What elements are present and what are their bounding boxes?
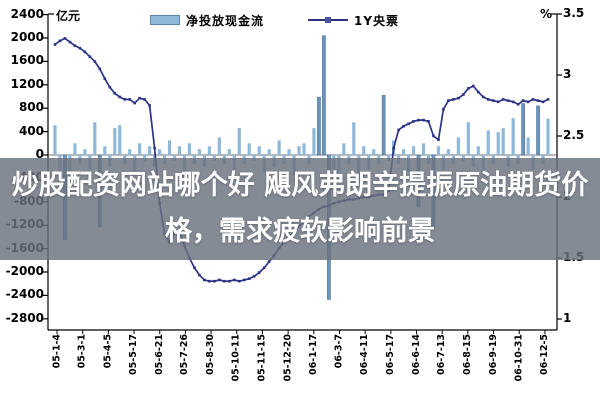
y-axis-tick-label-left: 1600 (10, 53, 44, 68)
overlay-text-line-2: 格，需求疲软影响前景 (165, 216, 435, 247)
y-axis-tick-label-right: 3 (563, 67, 572, 81)
x-axis-label: 06-10-31 (513, 334, 525, 382)
y-axis-tick-label-right: 3.5 (563, 6, 585, 20)
x-axis-label: 06-4-11 (359, 334, 371, 375)
x-axis-label: 05-10-11 (230, 334, 242, 382)
line-series-swatch-icon (308, 17, 348, 23)
y-axis-tick-label-right: 1 (563, 311, 572, 325)
x-axis-label: 06-6-14 (410, 334, 422, 375)
x-axis-label: 05-6-21 (153, 334, 165, 375)
y-axis-tick-label-left: -2800 (5, 310, 44, 325)
x-axis-label: 05-4-5 (102, 334, 114, 369)
left-axis-unit: 亿元 (56, 9, 81, 23)
y-axis-tick-label-left: 2000 (10, 30, 44, 44)
legend-line-label: 1Y央票 (354, 13, 400, 28)
legend-item-bars: 净投放现金流 (150, 12, 264, 28)
y-axis-tick-label-left: -2000 (5, 264, 44, 278)
y-axis-tick-label-left: 800 (18, 100, 44, 115)
x-axis-label: 05-1-4 (51, 334, 62, 369)
y-axis-tick-label-left: 0 (35, 147, 44, 161)
x-axis-label: 05-11-15 (256, 334, 268, 382)
x-axis-label: 06-1-17 (307, 334, 319, 375)
x-axis-label: 06-3-7 (333, 334, 345, 369)
x-axis-label: 05-12-20 (282, 334, 294, 382)
x-axis-label: 05-8-30 (205, 334, 217, 375)
y-axis-tick-label-left: -2400 (5, 287, 44, 302)
legend-item-line: 1Y央票 (308, 12, 399, 28)
x-axis-label: 06-8-15 (461, 334, 473, 375)
y-axis-tick-label-left: 400 (18, 123, 44, 138)
x-axis-label: 06-9-19 (487, 334, 499, 375)
y-axis-tick-label-left: 2400 (10, 6, 44, 21)
x-axis-label: 05-3-1 (76, 334, 88, 369)
right-axis-unit: % (540, 7, 553, 21)
overlay-banner: 炒股配资网站哪个好 飓风弗朗辛提振原油期货价 格，需求疲软影响前景 (0, 158, 600, 260)
y-axis-tick-label-left: 1200 (10, 76, 44, 91)
x-axis-label: 06-12-5 (538, 334, 550, 375)
overlay-text-line-1: 炒股配资网站哪个好 飓风弗朗辛提振原油期货价 (11, 169, 589, 201)
x-axis-label: 06-7-13 (436, 334, 448, 375)
x-axis-label: 06-5-17 (384, 334, 396, 375)
x-axis-label: 05-7-26 (179, 334, 191, 375)
x-axis-label: 05-5-17 (128, 334, 140, 375)
legend: 净投放现金流 1Y央票 (0, 12, 600, 28)
y-axis-tick-label-right: 2.5 (563, 128, 585, 142)
legend-bar-label: 净投放现金流 (186, 13, 265, 28)
bar-series-swatch-icon (150, 15, 180, 25)
